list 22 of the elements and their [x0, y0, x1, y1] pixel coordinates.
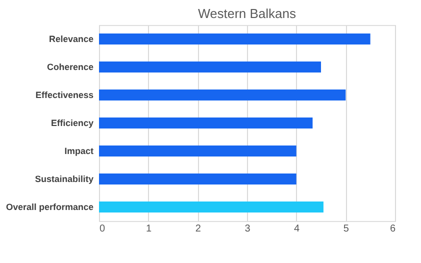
x-tick-label: 6 [390, 224, 396, 234]
x-tick-label: 4 [294, 224, 300, 234]
bar [99, 202, 324, 212]
x-tick-label: 0 [100, 224, 106, 234]
bar [99, 118, 313, 128]
chart-title: Western Balkans [198, 6, 297, 21]
y-tick-label: Overall performance [6, 202, 94, 212]
x-tick-label: 5 [343, 224, 350, 234]
bar [99, 174, 296, 184]
x-tick-label: 2 [195, 224, 202, 234]
y-tick-label: Relevance [48, 34, 94, 44]
bar [99, 34, 370, 44]
x-tick-label: 1 [146, 224, 152, 234]
y-tick-label: Sustainability [34, 174, 94, 184]
bar [99, 146, 296, 156]
y-tick-label: Effectiveness [35, 90, 94, 100]
y-tick-label: Coherence [46, 62, 94, 72]
y-tick-label: Efficiency [50, 118, 94, 128]
bar [99, 62, 321, 72]
bar [99, 90, 346, 100]
x-tick-label: 3 [244, 224, 251, 234]
y-tick-label: Impact [64, 146, 94, 156]
